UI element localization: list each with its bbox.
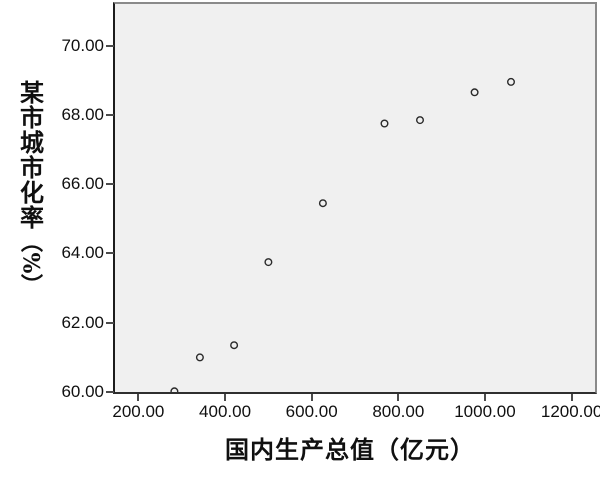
y-axis-title: 某市城市化率 （%）: [16, 78, 48, 295]
y-axis-tick-label: 64.00: [61, 243, 104, 263]
x-axis-tick: [483, 394, 486, 401]
data-point: [470, 88, 479, 97]
y-axis-tick: [106, 113, 114, 116]
x-axis-tick: [570, 394, 573, 401]
y-axis-tick-label: 70.00: [61, 35, 104, 55]
y-axis-tick: [106, 183, 114, 186]
data-point: [230, 341, 239, 350]
y-axis-title-char: 率: [20, 203, 44, 232]
y-axis-title-char: 化: [20, 178, 44, 207]
x-axis-tick-label: 600.00: [285, 402, 338, 421]
data-point: [195, 353, 204, 362]
x-axis-tick-label: 200.00: [112, 402, 165, 421]
y-axis-title-char: 城: [20, 128, 44, 157]
y-axis-title-char: 某: [20, 78, 44, 107]
data-point: [507, 77, 516, 86]
data-point: [380, 119, 389, 128]
x-axis-tick: [397, 394, 400, 401]
data-point: [264, 258, 273, 267]
x-axis-tick-label: 800.00: [372, 402, 425, 421]
y-axis-tick: [106, 252, 114, 255]
x-axis-tick: [224, 394, 227, 401]
data-point: [318, 199, 327, 208]
y-axis-tick-label: 60.00: [61, 382, 104, 401]
x-axis-tick-label: 400.00: [199, 402, 252, 421]
y-axis-title-char: 市: [20, 103, 44, 132]
y-axis-tick-label: 62.00: [61, 312, 104, 332]
data-point: [170, 387, 179, 392]
x-axis-tick: [137, 394, 140, 401]
x-axis-tick: [310, 394, 313, 401]
scatter-points-layer: [170, 77, 516, 392]
x-axis-tick-label: 1200.00: [540, 402, 600, 421]
y-axis-tick-label: 66.00: [61, 174, 104, 194]
plot-area: [113, 2, 597, 394]
y-axis-tick-label: 68.00: [61, 104, 104, 124]
y-axis-tick: [106, 44, 114, 47]
y-axis-tick: [106, 321, 114, 324]
x-axis-title: 国内生产总值（亿元）: [225, 435, 475, 464]
data-point: [416, 116, 425, 125]
y-axis-title-char: 市: [20, 153, 44, 182]
y-axis-tick: [106, 391, 114, 393]
x-axis-tick-label: 1000.00: [454, 402, 516, 421]
